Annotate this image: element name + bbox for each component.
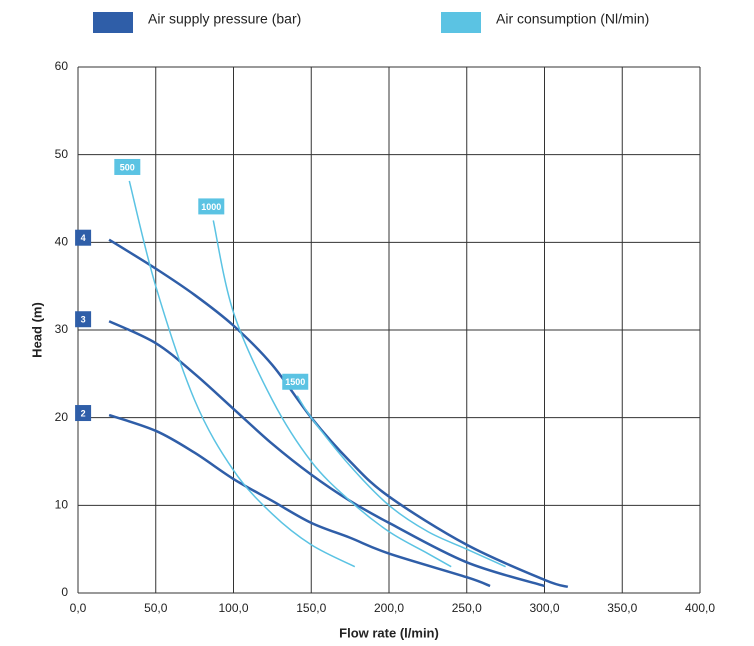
x-tick-label: 350,0 bbox=[607, 601, 637, 615]
x-tick-label: 300,0 bbox=[529, 601, 559, 615]
x-tick-label: 200,0 bbox=[374, 601, 404, 615]
y-tick-label: 20 bbox=[55, 410, 69, 424]
curve-label: 500 bbox=[120, 162, 135, 172]
series-line bbox=[109, 415, 490, 586]
curve-label: 1500 bbox=[285, 377, 305, 387]
curve-label: 4 bbox=[81, 233, 86, 243]
series-line bbox=[109, 321, 544, 586]
x-tick-label: 400,0 bbox=[685, 601, 715, 615]
legend-label: Air supply pressure (bar) bbox=[148, 11, 301, 27]
x-tick-label: 100,0 bbox=[218, 601, 248, 615]
y-tick-label: 30 bbox=[55, 322, 69, 336]
x-axis-title: Flow rate (l/min) bbox=[339, 625, 439, 640]
x-tick-label: 250,0 bbox=[452, 601, 482, 615]
series-line bbox=[109, 240, 568, 587]
y-tick-label: 50 bbox=[55, 147, 69, 161]
y-tick-label: 40 bbox=[55, 235, 69, 249]
curve-label: 1000 bbox=[201, 202, 221, 212]
y-tick-label: 0 bbox=[61, 585, 68, 599]
series-line bbox=[129, 181, 354, 567]
legend-swatch bbox=[93, 12, 133, 33]
x-tick-label: 50,0 bbox=[144, 601, 168, 615]
y-tick-label: 60 bbox=[55, 59, 69, 73]
chart: Flow rate (l/min) Head (m) Air supply pr… bbox=[0, 0, 754, 646]
y-axis-title: Head (m) bbox=[29, 302, 44, 358]
curve-label: 3 bbox=[81, 315, 86, 325]
page: {"chart_data": {"type": "line", "x_label… bbox=[0, 0, 754, 646]
legend-label: Air consumption (Nl/min) bbox=[496, 11, 649, 27]
x-tick-label: 150,0 bbox=[296, 601, 326, 615]
legend-swatch bbox=[441, 12, 481, 33]
y-tick-label: 10 bbox=[55, 498, 69, 512]
curve-label: 2 bbox=[81, 408, 86, 418]
x-tick-label: 0,0 bbox=[70, 601, 87, 615]
